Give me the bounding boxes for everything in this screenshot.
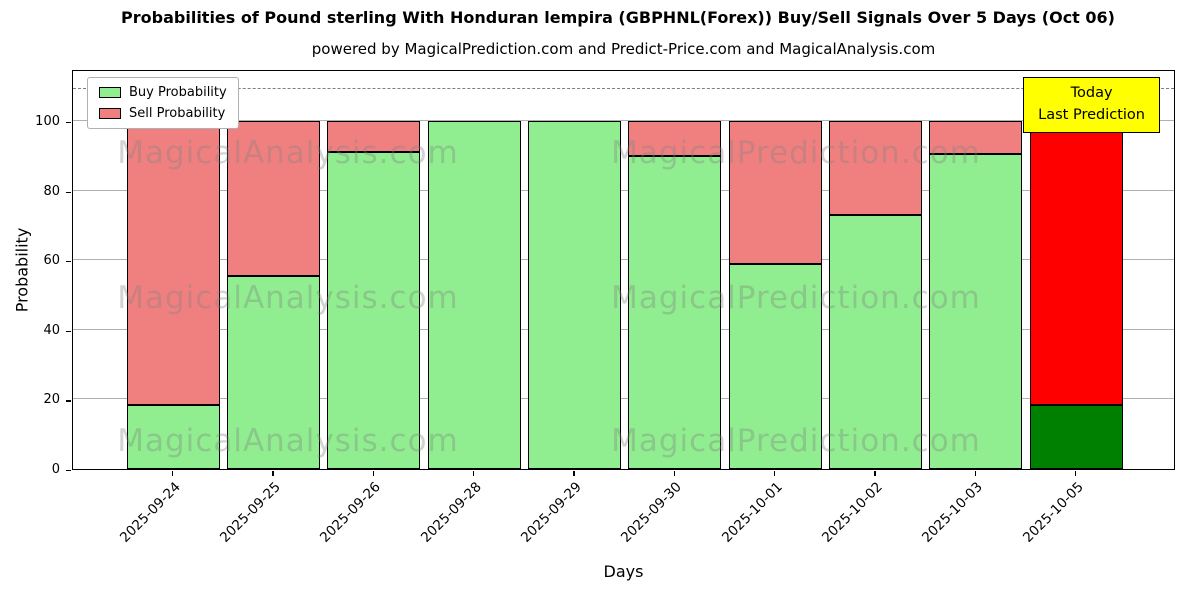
y-tick-mark [66,191,71,193]
grid-line [73,398,1174,400]
legend-item-sell: Sell Probability [99,106,227,121]
x-tick-label-text: 2025-10-05 [1019,479,1087,546]
legend-item-buy: Buy Probability [99,85,227,100]
y-tick-mark [66,122,71,124]
y-tick-mark [66,330,71,333]
today-annotation-line1: Today [1070,85,1113,101]
y-axis-title: Probability [12,227,32,313]
y-tick-label: 20 [43,392,60,408]
sell-bar-segment [929,121,1023,155]
x-tick-mark [1075,471,1077,476]
legend-label-sell: Sell Probability [129,106,226,121]
y-tick-label: 80 [43,183,60,199]
x-tick-mark [473,471,475,476]
buy-bar-segment [828,215,922,469]
y-tick-mark [66,400,71,402]
buy-bar-segment [427,121,521,469]
watermark-text: MagicalAnalysis.com [117,135,459,171]
plot-area: Buy Probability Sell Probability Today L… [72,70,1175,470]
watermark-text: MagicalPrediction.com [611,423,981,459]
sell-bar-segment [728,121,822,264]
x-tick-label-text: 2025-10-03 [919,479,986,546]
grid-line [73,328,1174,330]
sell-bar-segment [828,121,922,216]
chart-subtitle: powered by MagicalPrediction.com and Pre… [311,40,936,58]
sell-bar-segment [226,121,320,276]
y-tick-label: 100 [35,114,60,130]
grid-line [73,259,1174,261]
y-tick-label: 0 [51,462,60,477]
x-tick-mark [874,471,876,476]
legend-patch-sell [99,108,121,119]
y-tick-label: 40 [43,322,60,338]
buy-bar-segment [327,152,421,469]
legend: Buy Probability Sell Probability [87,77,239,129]
watermark-text: MagicalPrediction.com [611,135,981,171]
x-tick-label-text: 2025-09-26 [317,479,384,546]
grid-line [73,189,1174,191]
y-tick-mark [66,261,71,263]
sell-bar-segment [628,121,722,156]
watermark-text: MagicalAnalysis.com [117,280,459,316]
buy-bar-segment [226,275,320,469]
today-annotation: Today Last Prediction [1023,77,1160,133]
x-tick-label-text: 2025-09-28 [417,479,485,546]
x-tick-mark [372,471,374,476]
x-tick-mark [573,471,575,476]
x-tick-mark [774,471,776,476]
x-tick-label-text: 2025-10-01 [718,479,786,546]
x-tick-label-text: 2025-10-02 [818,479,886,546]
watermark-text: MagicalPrediction.com [611,280,981,316]
dashed-threshold-line [73,88,1174,90]
x-tick-label-text: 2025-09-29 [517,479,585,546]
grid-line [73,120,1174,122]
x-tick-mark [172,471,174,476]
sell-bar-segment [1029,121,1123,405]
legend-patch-buy [99,87,121,98]
buy-bar-segment [929,154,1023,469]
sell-bar-segment [327,121,421,153]
chart-title: Probabilities of Pound sterling With Hon… [121,8,1115,27]
legend-label-buy: Buy Probability [129,85,227,100]
x-tick-mark [272,471,274,476]
watermark-text: MagicalAnalysis.com [117,423,459,459]
buy-bar-segment [628,155,722,469]
x-tick-mark [974,471,976,476]
x-tick-label-text: 2025-09-30 [618,479,685,546]
y-tick-label: 60 [43,253,60,269]
sell-bar-segment [126,121,220,405]
x-axis-title: Days [603,562,644,581]
x-tick-mark [673,471,675,476]
buy-bar-segment [728,263,822,469]
buy-bar-segment [126,404,220,469]
y-tick-mark [66,470,71,472]
today-annotation-line2: Last Prediction [1038,106,1145,123]
buy-bar-segment [527,121,621,469]
x-tick-label-text: 2025-09-25 [216,479,284,546]
buy-bar-segment [1029,404,1123,469]
x-tick-label-text: 2025-09-24 [116,479,184,546]
